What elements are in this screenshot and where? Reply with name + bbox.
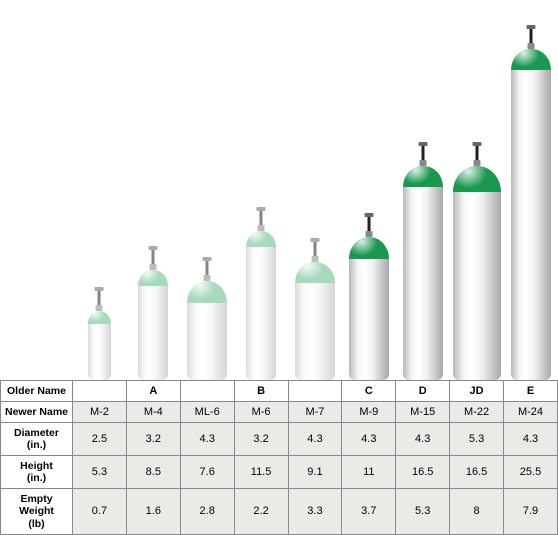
cylinder (246, 231, 275, 381)
cylinder-shoulder (246, 231, 275, 247)
cylinder-valve (95, 287, 104, 311)
table-cell: E (504, 381, 558, 402)
table-cell (73, 381, 127, 402)
cylinder-valve (418, 142, 427, 166)
cylinder-body (88, 324, 111, 380)
cylinder-valve (364, 213, 373, 237)
table-cell: 3.2 (234, 423, 288, 456)
cylinder-body (453, 192, 502, 380)
table-row: Height(in.)5.38.57.611.59.11116.516.525.… (1, 456, 558, 489)
cylinder-shoulder (138, 270, 167, 286)
cylinder (403, 166, 443, 381)
table-cell: 11.5 (234, 456, 288, 489)
table-cell: M-7 (288, 402, 342, 423)
cylinder-valve (526, 25, 535, 49)
table-cell: 2.5 (73, 423, 127, 456)
cylinder-shoulder (187, 281, 227, 303)
table-row: Diameter(in.)2.53.24.33.24.34.34.35.34.3 (1, 423, 558, 456)
table-cell: 2.8 (180, 489, 234, 534)
cylinder-shoulder (511, 49, 551, 71)
table-cell: 9.1 (288, 456, 342, 489)
cylinder-shoulder (453, 166, 502, 193)
cylinder-body (187, 303, 227, 380)
table-row: Newer NameM-2M-4ML-6M-6M-7M-9M-15M-22M-2… (1, 402, 558, 423)
table-cell: M-2 (73, 402, 127, 423)
table-cell: ML-6 (180, 402, 234, 423)
row-header: Diameter(in.) (1, 423, 73, 456)
cylinder-valve (256, 207, 265, 231)
table-cell: C (342, 381, 396, 402)
cylinder-body (403, 187, 443, 380)
cylinder (511, 49, 551, 381)
table-cell: 4.3 (504, 423, 558, 456)
cylinder-body (138, 286, 167, 380)
table-cell: D (396, 381, 450, 402)
table-cell: 4.3 (180, 423, 234, 456)
table-cell: JD (450, 381, 504, 402)
table-cell: M-24 (504, 402, 558, 423)
cylinder (349, 237, 389, 380)
cylinder (453, 166, 502, 381)
table-cell: 11 (342, 456, 396, 489)
table-cell (180, 381, 234, 402)
cylinder-valve (472, 142, 481, 166)
table-cell: 4.3 (342, 423, 396, 456)
cylinder-valve (148, 246, 157, 270)
table-cell: 0.7 (73, 489, 127, 534)
cylinder-body (349, 259, 389, 380)
cylinder-valve (310, 238, 319, 262)
table-cell: 7.9 (504, 489, 558, 534)
row-header: Older Name (1, 381, 73, 402)
cylinder-body (295, 283, 335, 380)
table-cell: 2.2 (234, 489, 288, 534)
row-header: Height(in.) (1, 456, 73, 489)
table-cell: 8 (450, 489, 504, 534)
table-cell: 3.3 (288, 489, 342, 534)
table-cell: M-9 (342, 402, 396, 423)
table-cell: 8.5 (126, 456, 180, 489)
table-cell: A (126, 381, 180, 402)
cylinder-size-chart (0, 0, 558, 380)
table-row: Older Name A B CDJDE (1, 381, 558, 402)
cylinder (88, 311, 111, 380)
cylinder-body (246, 247, 275, 380)
table-cell: 3.7 (342, 489, 396, 534)
table-cell: 4.3 (396, 423, 450, 456)
table-cell: M-6 (234, 402, 288, 423)
cylinder-valve (202, 257, 211, 281)
table-cell: 5.3 (396, 489, 450, 534)
cylinder-shoulder (349, 237, 389, 259)
table-cell: 4.3 (288, 423, 342, 456)
table-cell: M-22 (450, 402, 504, 423)
row-header: Empty Weight(lb) (1, 489, 73, 534)
table-cell: 5.3 (73, 456, 127, 489)
table-cell (288, 381, 342, 402)
table-cell: 16.5 (450, 456, 504, 489)
cylinder-body (511, 70, 551, 380)
table-cell: M-15 (396, 402, 450, 423)
cylinder-spec-table: Older NameABCDJDENewer NameM-2M-4ML-6M-6… (0, 380, 558, 535)
table-row: Empty Weight(lb)0.71.62.82.23.33.75.387.… (1, 489, 558, 534)
cylinder-shoulder (403, 166, 443, 188)
table-cell: 5.3 (450, 423, 504, 456)
cylinder (295, 262, 335, 380)
table-cell: 25.5 (504, 456, 558, 489)
table-cell: 3.2 (126, 423, 180, 456)
cylinder (138, 270, 167, 381)
table-cell: B (234, 381, 288, 402)
table-cell: 1.6 (126, 489, 180, 534)
table-cell: M-4 (126, 402, 180, 423)
table-cell: 7.6 (180, 456, 234, 489)
cylinder-shoulder (88, 311, 111, 324)
cylinder-shoulder (295, 262, 335, 284)
cylinder (187, 281, 227, 380)
row-header: Newer Name (1, 402, 73, 423)
table-cell: 16.5 (396, 456, 450, 489)
